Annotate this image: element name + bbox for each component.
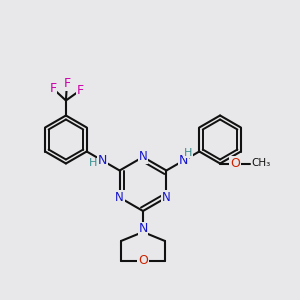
Text: N: N — [98, 154, 107, 167]
Text: F: F — [63, 77, 70, 90]
Text: O: O — [138, 254, 148, 268]
Text: N: N — [179, 154, 188, 167]
Text: CH₃: CH₃ — [251, 158, 270, 169]
Text: F: F — [50, 82, 56, 95]
Text: O: O — [230, 157, 240, 170]
Text: N: N — [115, 191, 124, 204]
Text: H: H — [184, 148, 192, 158]
Text: H: H — [89, 158, 98, 169]
Text: F: F — [76, 84, 83, 97]
Text: N: N — [139, 151, 147, 164]
Text: N: N — [138, 223, 148, 236]
Text: N: N — [162, 191, 171, 204]
